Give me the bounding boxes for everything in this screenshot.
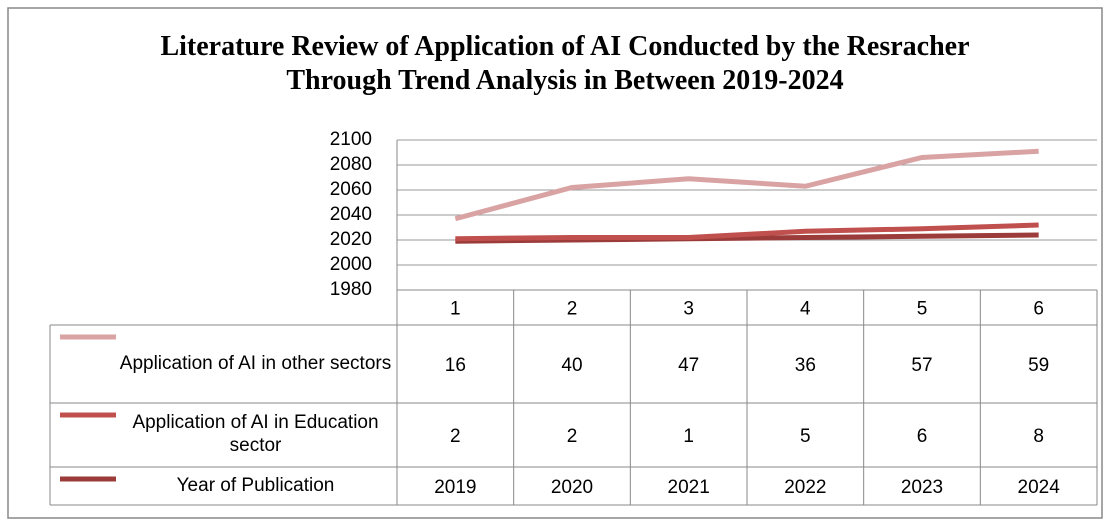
table-value: 16 <box>445 355 466 376</box>
y-tick-label: 2060 <box>330 179 372 200</box>
y-tick-label: 2100 <box>330 129 372 150</box>
table-value: 2020 <box>551 477 593 498</box>
y-tick-label: 1980 <box>330 279 372 300</box>
chart-title: Literature Review of Application of AI C… <box>160 31 970 96</box>
title-box: Literature Review of Application of AI C… <box>160 31 970 96</box>
legend-label-box: Application of AI in other sectors <box>119 352 392 374</box>
table-value: 8 <box>1033 426 1044 447</box>
table-value: 47 <box>678 355 699 376</box>
table-value: 2 <box>567 426 578 447</box>
legend-label: Application of AI in Education sector <box>132 412 379 456</box>
table-value: 2 <box>450 426 461 447</box>
x-tick-label: 5 <box>917 299 928 320</box>
series-line <box>455 222 1039 242</box>
y-tick-label: 2020 <box>330 229 372 250</box>
y-tick-label: 2080 <box>330 154 372 175</box>
x-tick-label: 6 <box>1033 299 1044 320</box>
legend-label-box: Year of Publication <box>176 474 335 496</box>
x-tick-label: 1 <box>450 299 461 320</box>
x-tick-label: 3 <box>683 299 694 320</box>
table-value: 36 <box>795 355 816 376</box>
legend-label: Year of Publication <box>176 474 335 496</box>
series-line <box>454 148 1039 222</box>
table-value: 59 <box>1028 355 1049 376</box>
chart-border <box>7 7 1103 519</box>
table-value: 2023 <box>901 477 943 498</box>
y-tick-label: 2040 <box>330 204 372 225</box>
table-value: 2022 <box>784 477 826 498</box>
table-value: 2024 <box>1018 477 1061 498</box>
table-value: 1 <box>683 426 694 447</box>
legend-label-box: Application of AI in Education sector <box>132 412 379 456</box>
table-value: 6 <box>917 426 928 447</box>
table-value: 40 <box>561 355 582 376</box>
table-value: 5 <box>800 426 811 447</box>
table-value: 2019 <box>434 477 476 498</box>
x-tick-label: 2 <box>567 299 578 320</box>
x-tick-label: 4 <box>800 299 811 320</box>
legend-label: Application of AI in other sectors <box>119 352 392 374</box>
table-value: 57 <box>911 355 932 376</box>
y-tick-label: 2000 <box>330 254 372 275</box>
table-value: 2021 <box>668 477 710 498</box>
